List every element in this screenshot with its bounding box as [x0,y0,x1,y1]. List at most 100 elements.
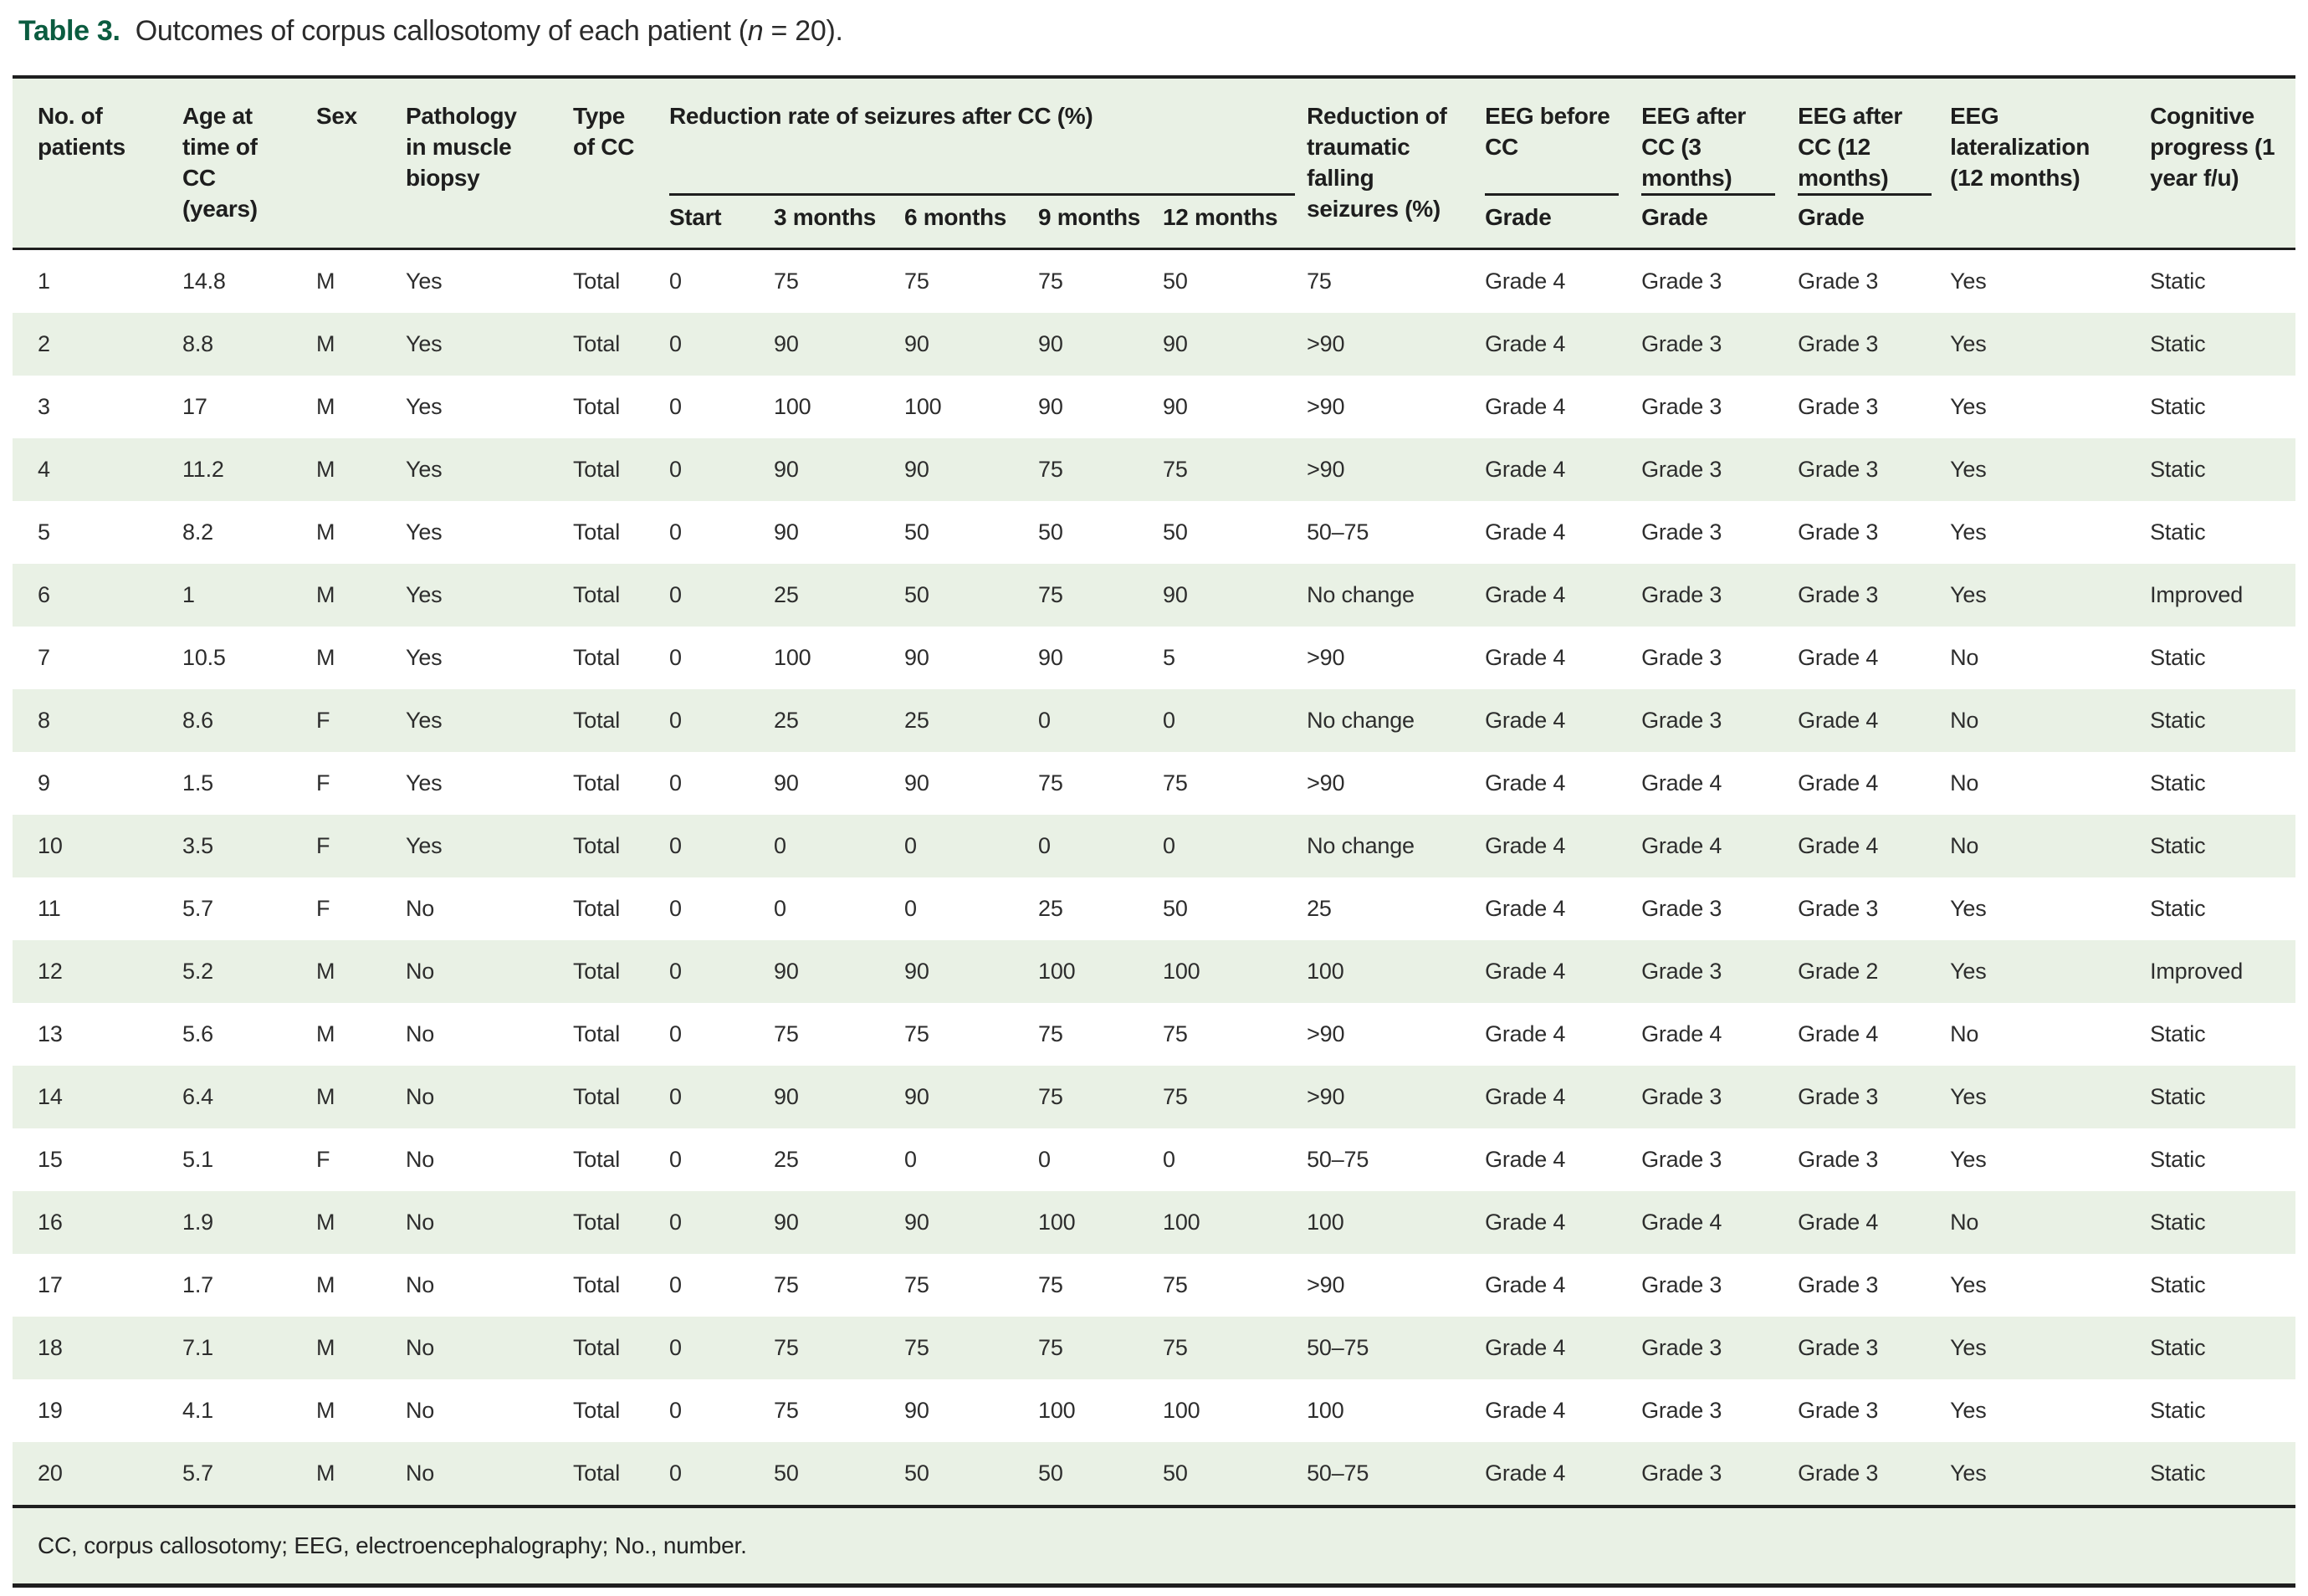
table-cell: 100 [774,644,811,670]
table-cell: No [406,1146,435,1172]
header-row-1: No. of patients Age at time of CC (years… [13,77,2296,250]
table-cell: Grade 4 [1798,644,1879,670]
table-foot: CC, corpus callosotomy; EEG, electroence… [13,1504,2296,1585]
table-cell: 90 [1038,393,1063,419]
table-cell: Grade 4 [1485,1271,1566,1297]
table-cell: 90 [774,770,799,795]
table-cell: No [406,895,435,921]
table-cell: 0 [669,895,682,921]
table-cell: F [316,770,330,795]
table-cell: 90 [904,939,1038,1003]
table-cell: 6 [13,563,182,627]
table-cell: 100 [904,393,942,419]
table-cell: Yes [406,770,443,795]
table-cell: Grade 4 [1641,1021,1722,1046]
table-cell: 50 [1038,519,1063,545]
table-cell: 6.4 [182,1065,316,1128]
table-cell: Grade 4 [1798,814,1951,877]
table-cell: 5.6 [182,1021,213,1046]
table-cell: M [316,519,335,545]
table-cell: Grade 3 [1798,519,1879,545]
table-cell: No [1950,1021,1979,1046]
table-cell: 90 [774,437,904,501]
table-cell: 0 [1163,814,1308,877]
table-cell: 0 [669,268,682,294]
table-cell: 90 [904,770,929,795]
table-cell: Static [2150,393,2206,419]
table-cell: 50 [904,1441,1038,1506]
table-cell: Yes [1950,1397,1987,1423]
table-cell: Grade 3 [1798,563,1951,627]
table-cell: 50 [904,563,1038,627]
table-cell: 100 [1038,939,1163,1003]
group-underline [669,193,1295,196]
sub-header-grade-before: Grade [1485,196,1642,250]
table-cell: 90 [904,644,929,670]
col-header-cognitive-progress: Cognitive progress (1 year f/u) [2150,77,2296,250]
table-cell: 0 [904,1146,917,1172]
col-header-sex: Sex [316,77,406,250]
table-cell: Grade 4 [1485,1065,1642,1128]
table-cell: Yes [406,644,443,670]
table-cell: Grade 3 [1641,1065,1799,1128]
table-row: 10 3.5 F Yes Total 0 0 0 0 0 No change Grade 4 Grade… [13,814,2296,877]
table-cell: 9 [38,770,50,795]
table-cell: Grade 3 [1641,1146,1722,1172]
table-cell: Total [573,1397,621,1423]
table-cell: 25 [774,563,904,627]
table-cell: Grade 4 [1485,814,1642,877]
table-cell: Grade 4 [1641,1190,1799,1254]
table-cell: M [316,1397,335,1423]
table-cell: 0 [669,1441,774,1506]
table-cell: 0 [669,519,682,545]
table-cell: 1.7 [182,1271,213,1297]
table-cell: M [316,437,406,501]
table-cell: Total [573,312,669,376]
table-cell: 4.1 [182,1397,213,1423]
table-cell: Yes [1950,519,1987,545]
footnote: CC, corpus callosotomy; EEG, electroence… [13,1504,2296,1585]
table-cell: M [316,1271,335,1297]
table-cell: Grade 3 [1641,393,1722,419]
table-cell: 10.5 [182,644,226,670]
table-cell: 8.8 [182,312,316,376]
table-cell: 50–75 [1307,1146,1369,1172]
col-header-pathology: Pathology in muscle biopsy [406,77,573,250]
table-row: 17 1.7 M No Total 0 75 75 75 75 >90 Grade 4 Grade 3 G… [13,1254,2295,1317]
table-cell: 1 [182,563,316,627]
table-title-n-symbol: n [747,15,764,47]
table-cell: >90 [1307,312,1486,376]
table-cell: No [1950,770,1979,795]
table-cell: F [316,814,406,877]
table-cell: 0 [1163,688,1308,752]
table-row: 8 8.6 F Yes Total 0 25 25 0 0 No change Grade 4 Grad… [13,688,2296,752]
table-cell: Total [573,895,621,921]
table-cell: No [1950,1190,2151,1254]
table-cell: No [406,1271,435,1297]
table-cell: 12 [13,939,182,1003]
table-cell: Grade 4 [1485,1397,1566,1423]
table-cell: 90 [1038,644,1063,670]
table-cell: 5 [1163,644,1175,670]
table-cell: Grade 4 [1798,1021,1879,1046]
table-cell: >90 [1307,437,1486,501]
table-cell: Grade 3 [1798,1271,1879,1297]
table-cell: Grade 3 [1798,268,1879,294]
table-cell: Static [2150,519,2206,545]
table-cell: 75 [1038,1316,1163,1379]
table-cell: 100 [1163,1190,1308,1254]
table-cell: Yes [406,437,573,501]
table-cell: Total [573,770,621,795]
table-cell: 5.7 [182,895,213,921]
table-cell: 50 [1163,268,1188,294]
table-row: 15 5.1 F No Total 0 25 0 0 0 50–75 Grade 4 Grade 3 Gr… [13,1128,2295,1191]
table-cell: 11.2 [182,437,316,501]
sub-header-3-months: 3 months [774,196,904,250]
table-cell: Total [573,393,621,419]
table-cell: Static [2150,1271,2206,1297]
table-cell: Static [2150,1397,2206,1423]
table-cell: 17 [182,393,207,419]
table-cell: 14 [13,1065,182,1128]
table-cell: >90 [1307,1065,1486,1128]
table-cell: >90 [1307,1021,1345,1046]
